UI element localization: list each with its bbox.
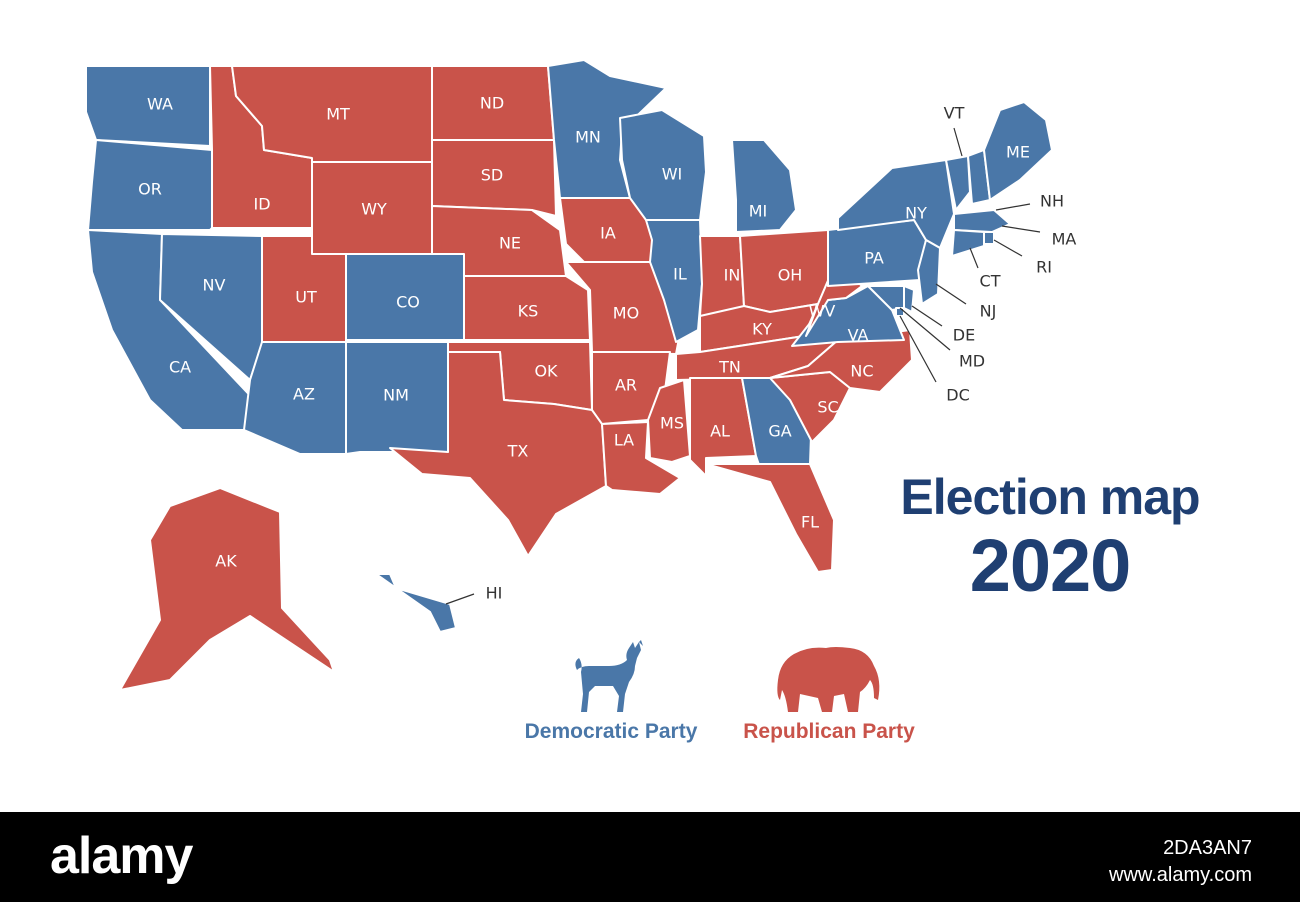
state-label-az: AZ: [293, 385, 315, 404]
state-label-wy: WY: [361, 200, 387, 219]
state-label-ut: UT: [295, 288, 317, 307]
legend-label-republican: Republican Party: [743, 720, 915, 743]
state-label-ks: KS: [518, 302, 539, 321]
legend-republican: Republican Party: [734, 640, 924, 744]
leader-line-nh: [995, 203, 1031, 211]
state-de: [903, 285, 915, 313]
state-label-in: IN: [724, 266, 741, 285]
state-label-wa: WA: [147, 95, 173, 114]
state-label-nh: NH: [1040, 192, 1064, 211]
state-label-ma: MA: [1052, 230, 1077, 249]
state-label-hi: HI: [486, 584, 503, 603]
state-sd: [431, 139, 557, 217]
us-election-map: WA OR CA NV ID MT WY UT CO AZ NM ND SD NE KS OK TX MN IA MO…: [85, 59, 1076, 691]
labels-layer: WA OR CA NV ID MT WY UT CO AZ NM ND SD NE KS OK TX MN IA MO…: [138, 94, 1076, 605]
state-label-fl: FL: [801, 513, 819, 532]
state-label-co: CO: [396, 293, 420, 312]
state-label-ga: GA: [768, 422, 791, 441]
leader-line-de: [911, 305, 943, 327]
state-wa: [85, 65, 211, 147]
leader-line-ma: [1001, 225, 1041, 233]
legend-label-democratic: Democratic Party: [524, 720, 698, 743]
state-label-ri: RI: [1036, 258, 1052, 277]
leader-line-hi: [445, 593, 475, 605]
state-label-nd: ND: [480, 94, 504, 113]
state-hi: [375, 573, 457, 633]
state-label-tn: TN: [718, 358, 741, 377]
state-label-tx: TX: [507, 442, 529, 461]
state-label-nm: NM: [383, 386, 409, 405]
state-label-ny: NY: [905, 204, 927, 223]
state-label-me: ME: [1006, 143, 1030, 162]
state-label-sd: SD: [481, 166, 503, 185]
state-label-mn: MN: [575, 128, 601, 147]
state-label-ak: AK: [215, 552, 237, 571]
state-ri: [983, 231, 995, 245]
watermark-footer: alamy 2DA3AN7 www.alamy.com: [0, 812, 1300, 902]
leader-line-ct: [969, 247, 979, 269]
state-label-id: ID: [253, 195, 270, 214]
state-label-ca: CA: [169, 358, 191, 377]
state-label-ok: OK: [534, 362, 558, 381]
state-label-wi: WI: [662, 165, 683, 184]
state-ak: [119, 487, 335, 691]
legend-democratic: Democratic Party: [516, 640, 706, 744]
leader-line-ri: [993, 239, 1023, 257]
donkey-icon: [575, 640, 643, 712]
map-area: WA OR CA NV ID MT WY UT CO AZ NM ND SD NE KS OK TX MN IA MO…: [85, 59, 1230, 744]
state-dc: [895, 307, 905, 317]
leader-line-md: [899, 307, 951, 351]
state-label-nv: NV: [203, 276, 226, 295]
state-label-sc: SC: [817, 398, 838, 417]
state-ks: [463, 275, 591, 341]
state-label-vt: VT: [944, 104, 965, 123]
state-label-wv: WV: [809, 302, 836, 321]
state-label-ia: IA: [600, 224, 616, 243]
state-ma: [953, 209, 1011, 233]
leader-line-nj: [935, 283, 967, 305]
state-label-or: OR: [138, 180, 162, 199]
state-nj: [917, 239, 941, 305]
footer-url: www.alamy.com: [1109, 864, 1252, 886]
state-label-la: LA: [614, 431, 634, 450]
state-label-mo: MO: [613, 304, 639, 323]
state-label-nc: NC: [850, 362, 873, 381]
leader-line-vt: [953, 127, 963, 157]
footer-brand-logo: alamy: [50, 827, 193, 885]
states-layer: [85, 59, 1053, 691]
state-mi: [731, 139, 797, 233]
state-label-mt: MT: [326, 105, 350, 124]
state-label-dc: DC: [946, 386, 970, 405]
state-label-mi: MI: [749, 202, 768, 221]
state-label-va: VA: [848, 326, 869, 345]
state-label-al: AL: [710, 422, 730, 441]
state-label-de: DE: [953, 326, 975, 345]
map-year: 2020: [969, 524, 1132, 607]
state-label-ms: MS: [660, 414, 684, 433]
elephant-icon: [777, 647, 880, 712]
state-label-md: MD: [959, 352, 985, 371]
state-label-il: IL: [673, 265, 687, 284]
state-label-ky: KY: [752, 320, 772, 339]
footer-image-id: 2DA3AN7: [1163, 837, 1252, 859]
state-label-pa: PA: [864, 249, 884, 268]
title-block: Election map 2020: [870, 468, 1230, 606]
state-fl: [705, 463, 835, 573]
state-label-ct: CT: [980, 272, 1001, 291]
leader-line-dc: [899, 315, 937, 383]
state-ct: [951, 229, 985, 257]
state-label-nj: NJ: [980, 302, 997, 321]
state-label-oh: OH: [778, 266, 803, 285]
map-title: Election map: [900, 469, 1200, 525]
state-label-ar: AR: [615, 376, 637, 395]
state-me: [983, 101, 1053, 201]
state-label-ne: NE: [499, 234, 521, 253]
